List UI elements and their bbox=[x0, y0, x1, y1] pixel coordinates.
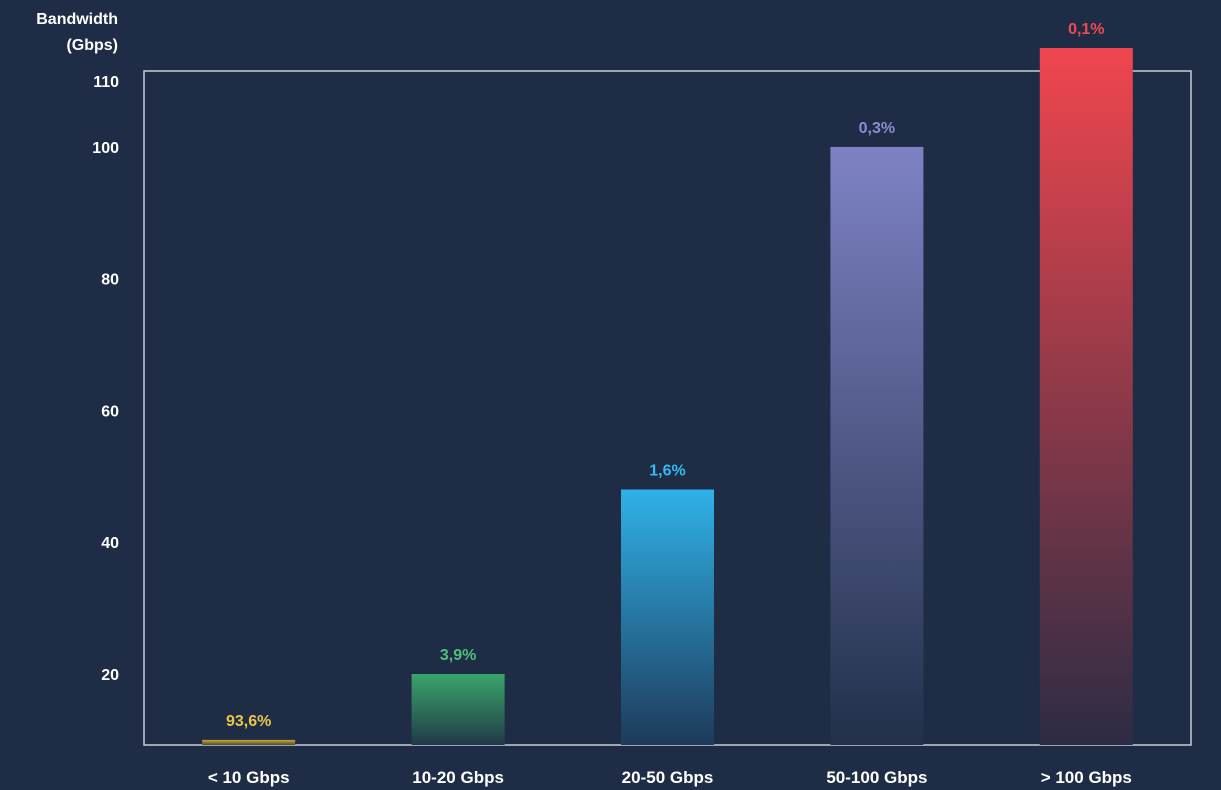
bar bbox=[621, 489, 714, 745]
x-tick-label: > 100 Gbps bbox=[1041, 768, 1132, 787]
y-axis-label-line1: Bandwidth bbox=[36, 11, 118, 28]
bar bbox=[411, 674, 505, 745]
x-tick-label: 50-100 Gbps bbox=[826, 768, 927, 787]
y-tick-label: 20 bbox=[101, 667, 119, 684]
y-tick-label: 100 bbox=[92, 140, 119, 157]
bar-value-label: 1,6% bbox=[649, 463, 685, 480]
y-tick-label: 110 bbox=[93, 74, 119, 91]
x-tick-label: 20-50 Gbps bbox=[622, 768, 714, 787]
bar bbox=[830, 146, 924, 745]
x-tick-label: < 10 Gbps bbox=[208, 768, 290, 787]
bar bbox=[202, 739, 296, 745]
y-tick-label: 80 bbox=[101, 272, 119, 289]
bar bbox=[1039, 48, 1133, 746]
y-tick-label: 40 bbox=[101, 535, 119, 552]
bar-value-label: 0,1% bbox=[1068, 21, 1104, 38]
bar-value-label: 3,9% bbox=[440, 647, 476, 664]
bar-value-label: 93,6% bbox=[226, 713, 271, 730]
x-tick-label: 10-20 Gbps bbox=[412, 768, 504, 787]
y-axis-label-line2: (Gbps) bbox=[66, 37, 118, 54]
y-tick-label: 60 bbox=[101, 403, 119, 420]
bar-value-label: 0,3% bbox=[859, 120, 895, 137]
